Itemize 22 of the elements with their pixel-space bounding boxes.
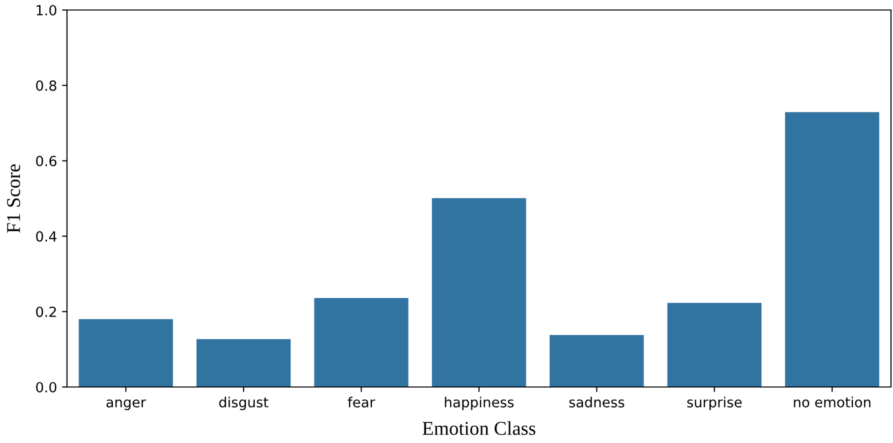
bar — [314, 298, 408, 387]
x-tick-label: fear — [348, 396, 376, 408]
x-tick-label: disgust — [219, 396, 268, 410]
bar — [78, 319, 173, 387]
bar — [785, 112, 880, 387]
x-tick-label: happiness — [444, 396, 514, 410]
y-tick-label: 0.4 — [36, 231, 56, 242]
bar — [196, 339, 291, 387]
bar — [432, 198, 526, 387]
x-tick-label: surprise — [687, 396, 742, 410]
x-tick-label: anger — [106, 400, 146, 410]
x-tick-label: no emotion — [794, 396, 870, 408]
x-axis-title: Emotion Class — [422, 421, 536, 435]
x-tick-label: sadness — [569, 396, 624, 408]
bar — [667, 302, 762, 387]
y-tick-label: 0.2 — [36, 306, 56, 318]
y-tick-label: 1.0 — [36, 4, 56, 16]
bar — [550, 334, 644, 387]
y-tick-label: 0.0 — [36, 382, 56, 392]
y-tick-label: 0.6 — [36, 156, 56, 166]
y-tick-label: 0.8 — [36, 80, 56, 91]
y-axis-title: F1 Score — [7, 164, 20, 233]
